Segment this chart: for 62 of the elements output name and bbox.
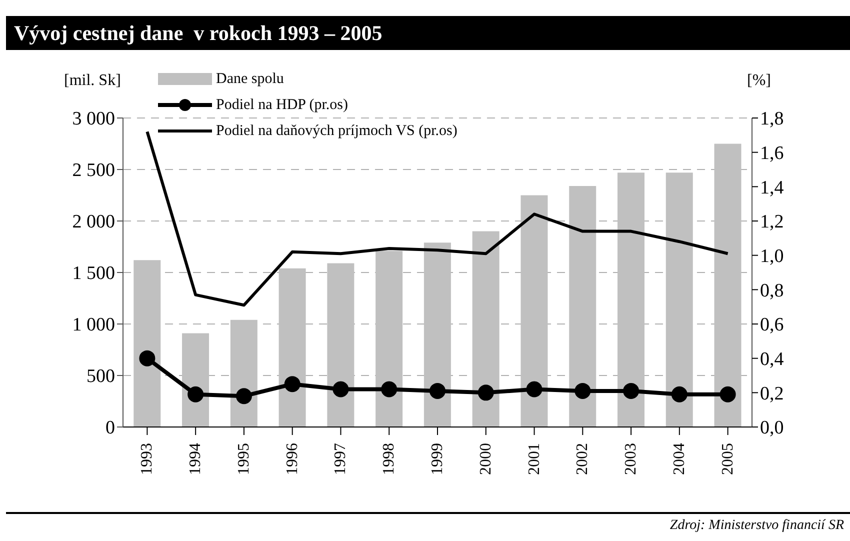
y2-tick-label: 0,6: [760, 314, 784, 336]
y-tick-label: 2 500: [72, 160, 115, 182]
x-tick-label: 2004: [670, 443, 688, 475]
y2-tick-label: 1,6: [760, 143, 784, 164]
bar: [424, 242, 451, 427]
bar: [569, 186, 596, 427]
bar: [666, 172, 693, 427]
point: [284, 376, 300, 392]
bar: [617, 172, 644, 427]
bar: [134, 260, 161, 427]
bar: [230, 320, 258, 427]
point: [188, 386, 204, 402]
x-tick-label: 1997: [332, 443, 350, 475]
bar: [714, 144, 742, 427]
x-tick-label: 2001: [526, 443, 543, 475]
y-tick-label: 3 000: [72, 108, 115, 130]
x-tick-label: 1995: [235, 443, 252, 475]
chart-title: Vývoj cestnej dane v rokoch 1993 – 2005: [6, 16, 850, 50]
point: [478, 384, 494, 401]
x-tick-label: 2002: [574, 443, 592, 475]
legend-label: Podiel na daňových príjmoch VS (pr.os): [216, 122, 458, 140]
point: [574, 382, 591, 399]
point: [526, 381, 542, 398]
bar: [278, 268, 306, 427]
point: [430, 382, 446, 399]
y2-tick-label: 1,0: [760, 246, 784, 268]
y2-tick-label: 1,2: [760, 212, 784, 233]
point: [236, 388, 252, 404]
y2-tick-label: 1,4: [760, 177, 784, 198]
x-tick-label: 2000: [477, 443, 494, 475]
y-tick-label: 1 000: [72, 314, 115, 336]
bar: [376, 250, 403, 427]
point: [720, 386, 736, 402]
point: [139, 350, 156, 366]
y2-tick-label: 0,0: [760, 418, 784, 439]
point: [381, 381, 398, 398]
y2-tick-label: 0,4: [760, 349, 784, 370]
y-axis-title: [mil. Sk]: [64, 72, 121, 90]
point: [332, 381, 349, 398]
y-tick-label: 500: [86, 366, 115, 388]
y-tick-label: 2 000: [72, 212, 115, 233]
y2-tick-label: 0,2: [760, 383, 784, 404]
point: [671, 386, 688, 402]
y-tick-label: 0: [106, 418, 115, 439]
legend-label: Dane spolu: [216, 70, 284, 88]
x-tick-label: 1999: [429, 443, 446, 475]
x-tick-label: 2005: [719, 443, 736, 475]
x-tick-label: 1996: [284, 443, 301, 475]
bar: [472, 231, 500, 427]
y2-tick-label: 0,8: [760, 280, 784, 302]
bar: [327, 263, 354, 427]
y2-tick-label: 1,8: [760, 108, 784, 130]
x-tick-label: 1993: [138, 443, 156, 475]
x-tick-label: 2003: [622, 443, 640, 475]
legend-label: Podiel na HDP (pr.os): [216, 96, 348, 114]
bar: [520, 195, 548, 427]
y-tick-label: 1 500: [72, 263, 115, 284]
x-tick-label: 1998: [380, 443, 398, 475]
text: Zdroj: Ministerstvo financií SR: [670, 518, 844, 534]
x-tick-label: 1994: [187, 443, 204, 475]
y2-axis-title: [%]: [747, 72, 771, 90]
point: [623, 382, 640, 399]
